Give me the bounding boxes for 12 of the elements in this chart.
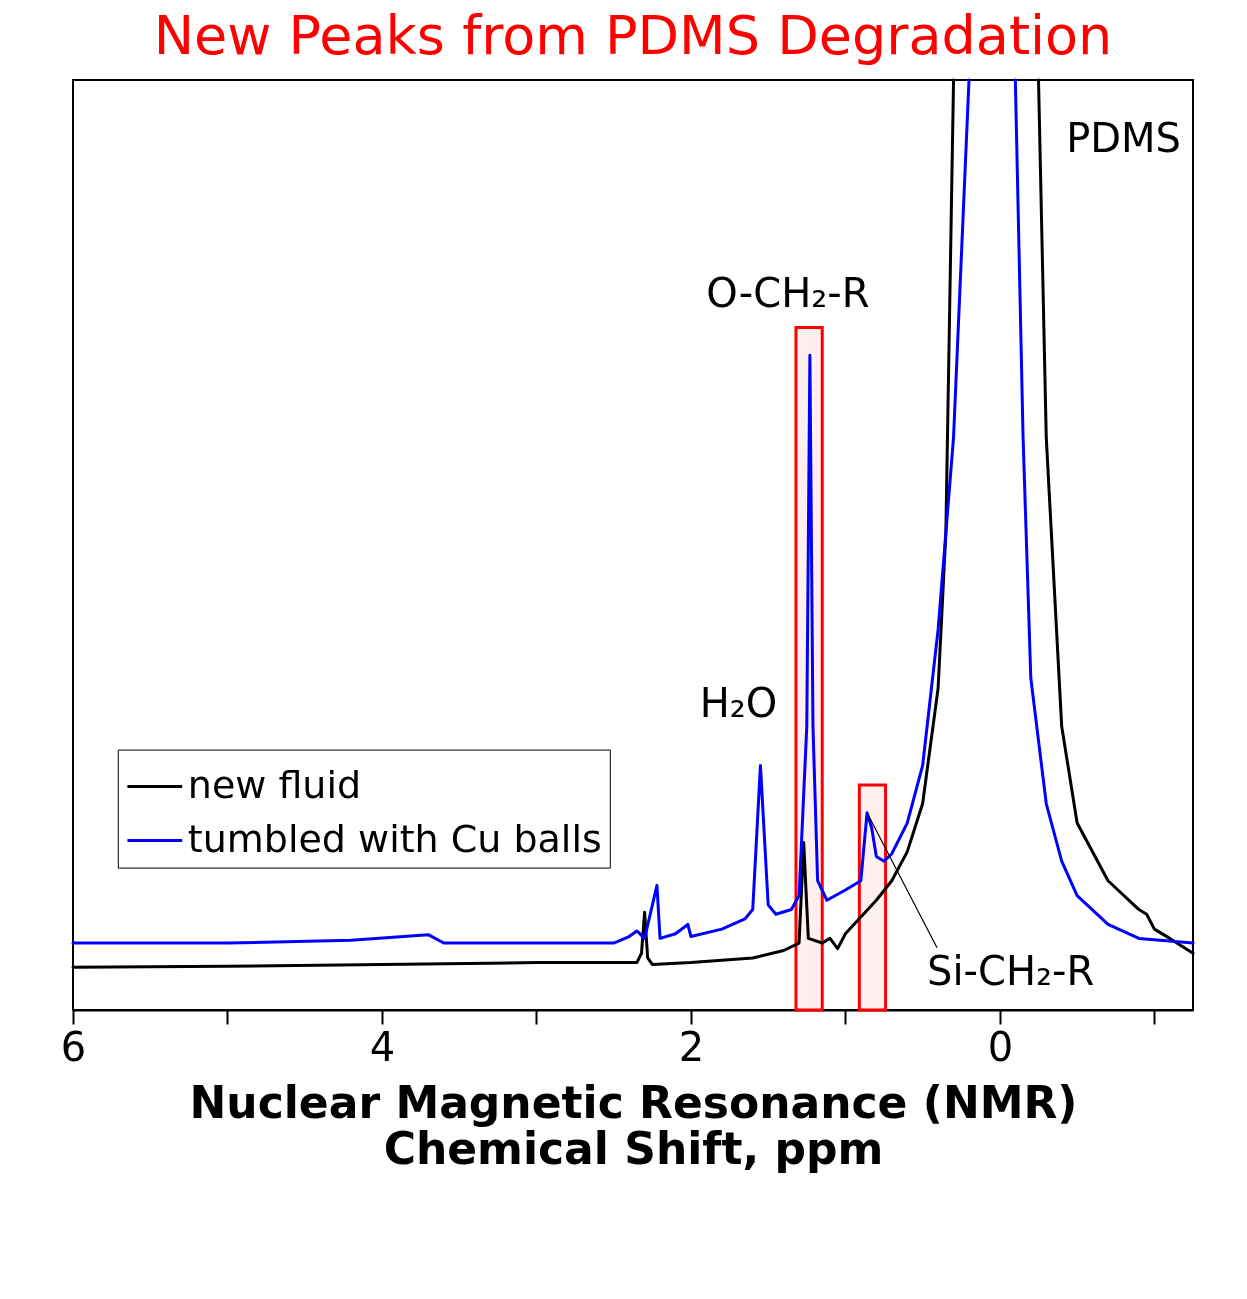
annotation: Si-CH₂-R <box>927 947 1095 994</box>
legend-label: tumbled with Cu balls <box>187 816 602 861</box>
chart-title: New Peaks from PDMS Degradation <box>153 3 1113 67</box>
x-tick-label: 0 <box>987 1023 1014 1070</box>
legend-label: new fluid <box>187 762 362 807</box>
x-axis-title: Nuclear Magnetic Resonance (NMR) Chemical Shift, ppm <box>189 1076 1078 1174</box>
x-tick-label: 4 <box>369 1023 396 1070</box>
annotation: O-CH₂-R <box>706 270 870 317</box>
annotation: PDMS <box>1066 115 1181 161</box>
x-tick-label: 6 <box>60 1023 87 1070</box>
x-tick-label: 2 <box>678 1023 705 1070</box>
annotation: H₂O <box>699 680 778 727</box>
